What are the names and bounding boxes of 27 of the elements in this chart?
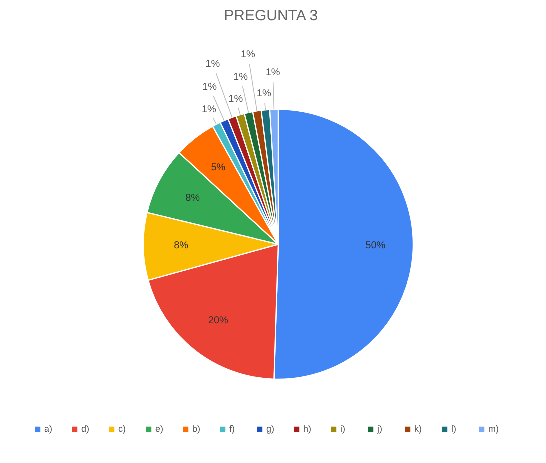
data-label: 5% bbox=[211, 162, 226, 174]
legend-label: h) bbox=[304, 424, 313, 434]
data-label: 8% bbox=[186, 193, 200, 204]
legend-label: k) bbox=[414, 424, 423, 434]
data-label: 8% bbox=[174, 240, 189, 252]
legend-label: j) bbox=[378, 424, 384, 434]
chart-title: PREGUNTA 3 bbox=[224, 8, 318, 24]
data-label: 1% bbox=[240, 50, 256, 61]
legend-label: b) bbox=[192, 424, 202, 434]
data-label: 1% bbox=[234, 72, 248, 83]
data-label: 1% bbox=[202, 82, 218, 93]
data-label: 20% bbox=[208, 315, 229, 326]
legend-label: g) bbox=[266, 424, 276, 434]
data-label: 1% bbox=[202, 104, 217, 116]
legend-label: f) bbox=[230, 424, 236, 434]
data-label: 1% bbox=[228, 94, 244, 105]
data-label: 1% bbox=[206, 58, 220, 70]
data-label: 50% bbox=[366, 240, 386, 252]
data-label: 1% bbox=[266, 68, 280, 79]
data-label: 1% bbox=[256, 88, 272, 100]
legend-label: a) bbox=[44, 424, 54, 434]
legend-label: e) bbox=[156, 424, 165, 434]
legend-label: c) bbox=[118, 424, 127, 434]
legend-label: m) bbox=[488, 424, 500, 434]
legend-label: i) bbox=[340, 424, 346, 434]
legend-label: d) bbox=[82, 424, 91, 434]
legend-label: l) bbox=[452, 424, 458, 434]
